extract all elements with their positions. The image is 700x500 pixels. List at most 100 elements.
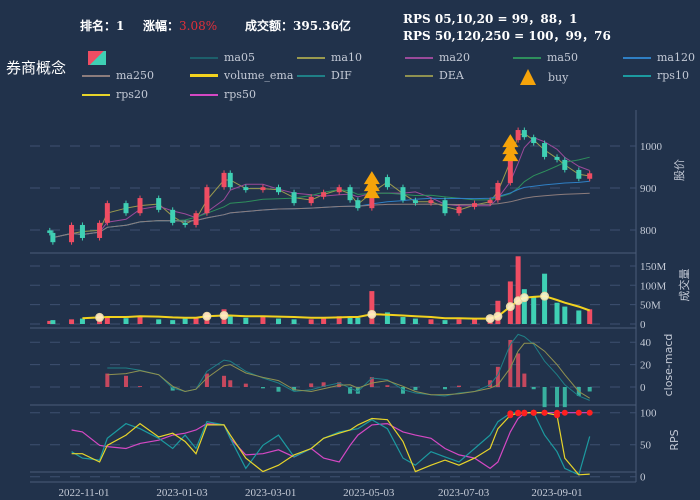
volume-bar <box>50 320 56 324</box>
legend-label: ma120 <box>657 51 695 64</box>
concept-title: 券商概念 <box>6 59 67 77</box>
line-dea <box>107 342 590 399</box>
y-tick-label: 800 <box>640 225 657 237</box>
volume-ema-marker <box>519 293 529 303</box>
legend-item-candle[interactable] <box>82 51 112 65</box>
candle-body <box>487 200 493 204</box>
legend-item-ma20[interactable]: ma20 <box>405 51 470 64</box>
legend-line-icon <box>82 74 110 77</box>
legend-item-rps10[interactable]: rps10 <box>623 69 689 82</box>
y-tick-label: 100 <box>640 408 657 420</box>
legend-label: rps20 <box>116 88 148 101</box>
candle-body <box>291 192 297 204</box>
rps-highlight-marker <box>515 410 522 417</box>
x-tick-label: 2023-03-01 <box>245 487 296 499</box>
volume-ema-marker <box>505 302 515 312</box>
legend-label: volume_ema <box>224 69 294 82</box>
legend-item-ma50[interactable]: ma50 <box>513 51 578 64</box>
candle-body <box>221 172 227 188</box>
legend-label: DEA <box>439 69 464 82</box>
macd-histogram-bar <box>348 387 353 394</box>
y-tick-label: 0 <box>640 319 646 331</box>
volume-bar <box>576 310 582 324</box>
legend-item-ma250[interactable]: ma250 <box>82 69 154 82</box>
candle-body <box>156 198 162 210</box>
volume-ema-marker <box>219 310 229 320</box>
candle-body <box>137 198 143 214</box>
candle-body <box>336 187 342 193</box>
macd-histogram-bar <box>522 373 527 387</box>
legend-label: rps10 <box>657 69 689 82</box>
candle-body <box>472 203 478 207</box>
volume-bar <box>47 320 53 324</box>
macd-histogram-bar <box>292 387 297 391</box>
macd-histogram-bar <box>542 387 547 408</box>
candle-body <box>47 230 53 233</box>
volume-ema-marker <box>485 314 495 324</box>
change-value: 3.08% <box>179 19 218 33</box>
x-tick-label: 2023-07-03 <box>438 487 490 499</box>
macd-histogram-bar <box>124 375 129 387</box>
volume-bar <box>562 306 568 324</box>
line-dif <box>107 333 590 401</box>
candle-body <box>79 224 85 238</box>
rps-summary-line1: RPS 05,10,20 = 99，88，1 <box>403 12 578 26</box>
legend-item-volume_ema[interactable]: volume_ema <box>190 69 293 82</box>
y-tick-label: 150M <box>640 261 667 273</box>
line-rps10 <box>71 412 591 476</box>
candle-body <box>123 203 129 214</box>
y-tick-label: 900 <box>640 183 657 195</box>
macd-histogram-bar <box>562 387 567 408</box>
change-label-text: 涨幅： <box>143 19 180 33</box>
legend-item-dif[interactable]: DIF <box>297 69 352 82</box>
rps-highlight-marker <box>561 409 568 416</box>
y-tick-label: 0 <box>640 472 646 484</box>
candle-body <box>170 209 176 223</box>
macd-histogram-bar <box>400 387 405 394</box>
y-tick-label: 50M <box>640 300 661 312</box>
legend-item-dea[interactable]: DEA <box>405 69 464 82</box>
volume-bar <box>276 318 281 324</box>
candle-body <box>542 143 548 157</box>
macd-histogram-bar <box>105 373 110 387</box>
candle-body <box>260 187 266 191</box>
volume-ema-marker <box>493 311 503 321</box>
legend-line-icon <box>297 56 325 59</box>
legend-item-ma120[interactable]: ma120 <box>623 51 695 64</box>
legend-item-rps20[interactable]: rps20 <box>82 88 148 101</box>
candle-body <box>97 222 103 238</box>
candle-body <box>347 187 353 201</box>
candle-body <box>276 187 281 193</box>
macd-histogram-bar <box>413 387 418 391</box>
rps-highlight-marker <box>586 409 593 416</box>
candle-body <box>428 200 434 204</box>
legend-line-icon <box>405 56 433 59</box>
volume-bar <box>412 318 418 324</box>
candle-body <box>69 224 75 243</box>
x-tick-label: 2023-01-03 <box>156 487 208 499</box>
legend-item-rps50[interactable]: rps50 <box>190 88 256 101</box>
legend-item-buy[interactable]: buy <box>520 69 568 85</box>
legend-label: ma20 <box>439 51 470 64</box>
volume-bar <box>260 317 266 324</box>
volume-bar <box>79 318 85 324</box>
rps-summary-line2: RPS 50,120,250 = 100，99，76 <box>403 29 611 43</box>
volume-bar <box>291 319 297 324</box>
legend-item-ma10[interactable]: ma10 <box>297 51 362 64</box>
y-tick-label: 50 <box>640 440 652 452</box>
x-tick-label: 2022-11-01 <box>59 487 110 499</box>
candle-body <box>227 172 233 188</box>
line-ma120 <box>49 180 590 239</box>
volume-bar <box>193 317 199 324</box>
axis-title-rps: RPS <box>668 429 681 450</box>
macd-histogram-bar <box>442 387 447 390</box>
volume-bar <box>170 320 176 324</box>
macd-histogram-bar <box>495 366 500 387</box>
buy-signal-icon <box>502 141 519 155</box>
volume-bar <box>104 317 110 324</box>
macd-histogram-bar <box>355 387 360 394</box>
legend-item-ma05[interactable]: ma05 <box>190 51 255 64</box>
candle-body <box>515 130 521 141</box>
y-tick-label: 40 <box>640 337 652 349</box>
candle-body <box>587 173 593 179</box>
